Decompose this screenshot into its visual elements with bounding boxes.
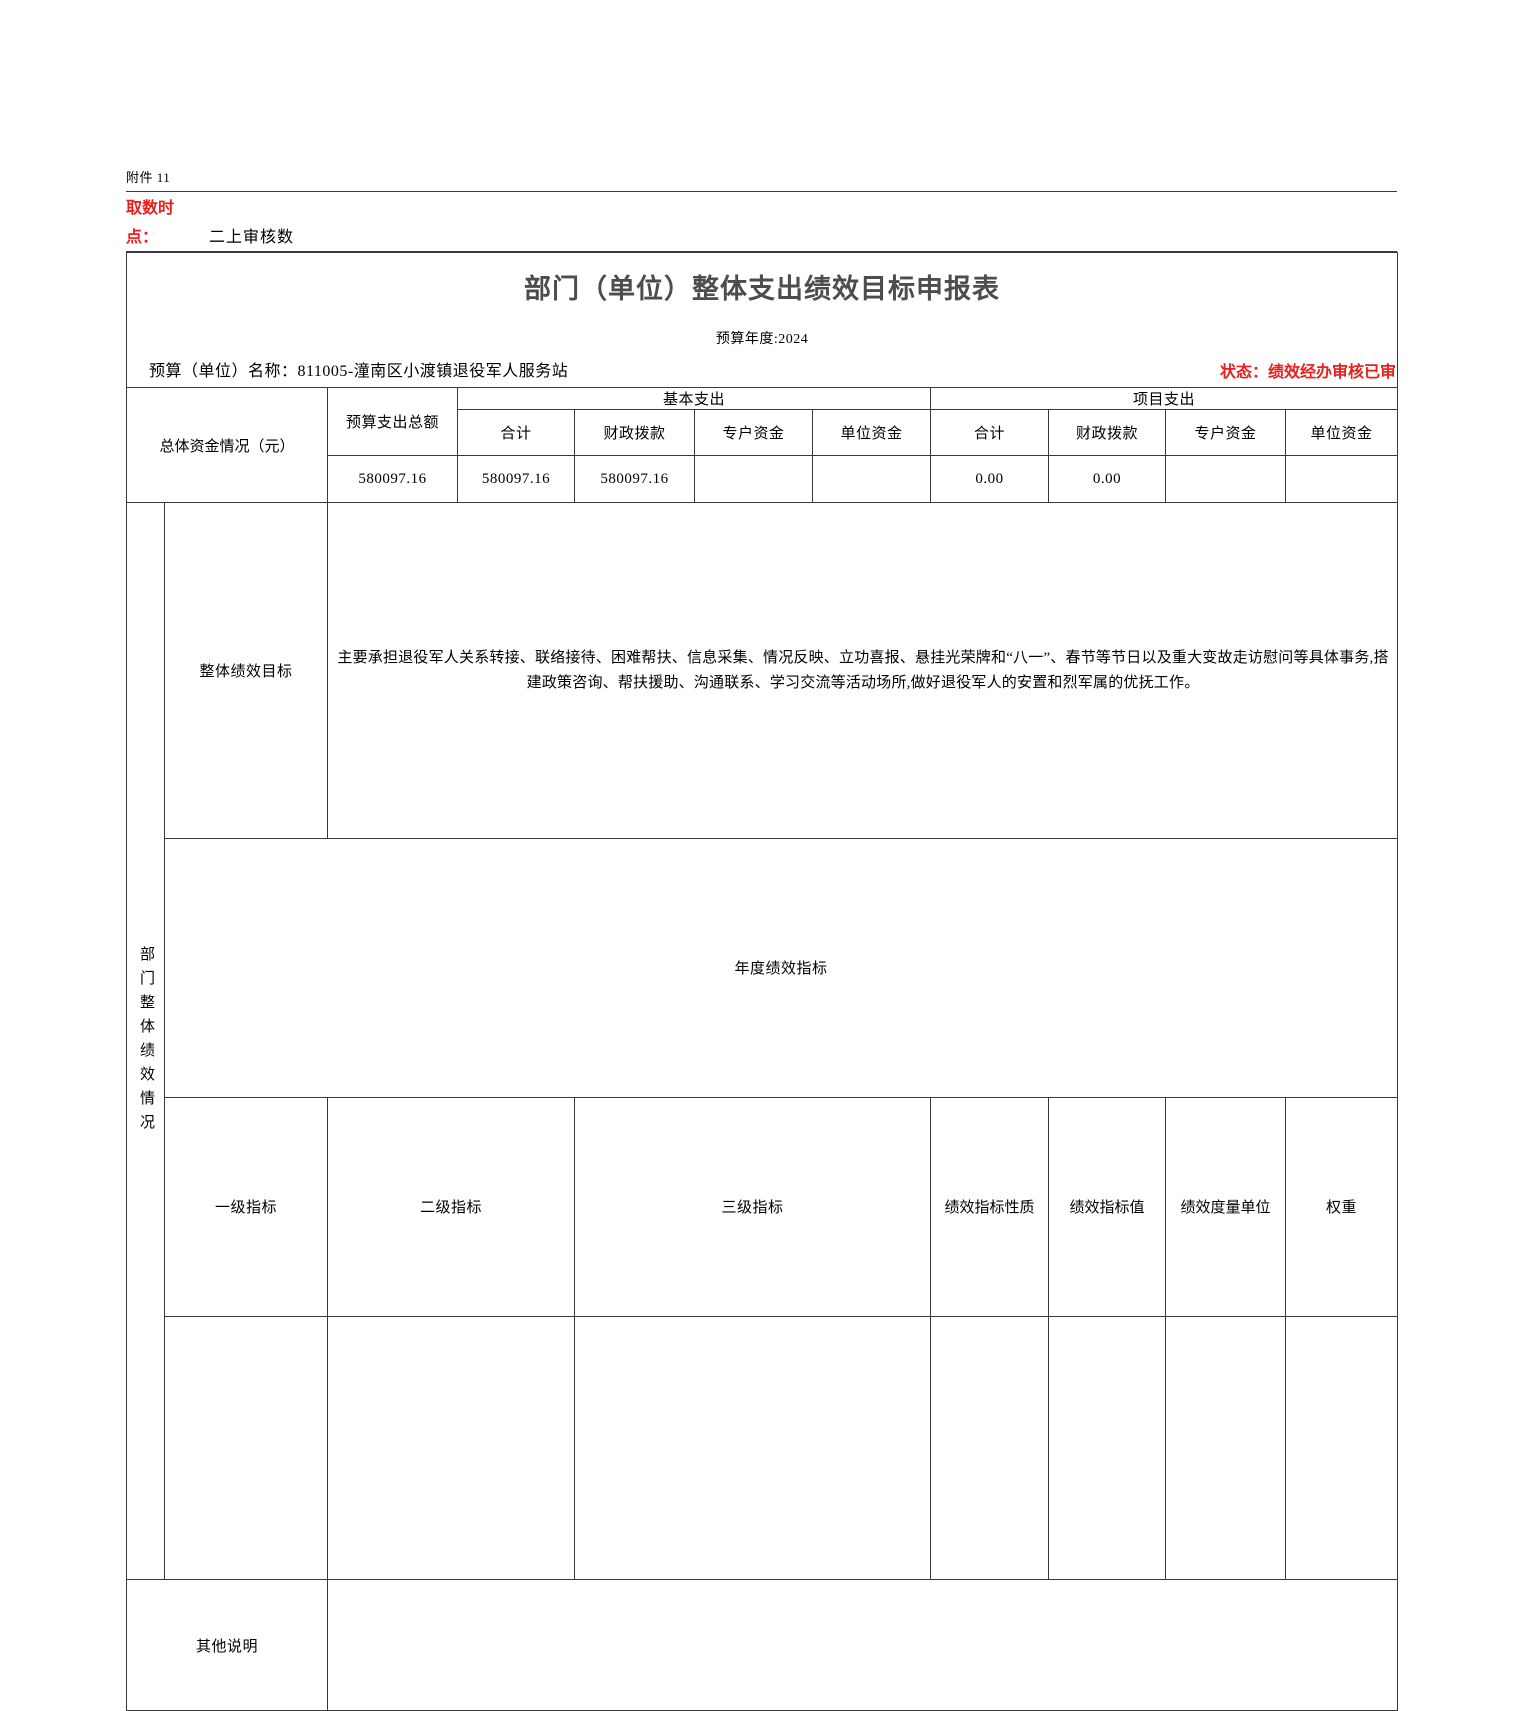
basic-total-value: 580097.16 [458,456,575,503]
unit-name: 预算（单位）名称：811005-潼南区小渡镇退役军人服务站 [149,357,568,381]
funding-group-header-row: 总体资金情况（元） 预算支出总额 基本支出 项目支出 [127,388,1398,410]
subtitle-cell: 预算年度:2024 [127,323,1398,353]
indicator-cell-level1 [165,1316,328,1579]
table-row [127,1316,1398,1579]
indicator-cell-unit [1166,1316,1286,1579]
indicator-col-level2: 二级指标 [328,1097,575,1316]
indicator-cell-value [1049,1316,1166,1579]
sample-time-value: 二上审核数 [209,192,294,252]
other-notes-label: 其他说明 [127,1580,328,1711]
annual-indicator-banner-row: 年度绩效指标 [127,839,1398,1097]
project-fiscal-header: 财政拨款 [1049,410,1166,456]
basic-total-header: 合计 [458,410,575,456]
project-total-header: 合计 [931,410,1049,456]
title-cell: 部门（单位）整体支出绩效目标申报表 [127,253,1398,324]
basic-fiscal-header: 财政拨款 [575,410,695,456]
budget-year: 预算年度:2024 [716,332,808,347]
overall-goal-text: 主要承担退役军人关系转接、联络接待、困难帮扶、信息采集、情况反映、立功喜报、悬挂… [328,503,1398,839]
attachment-label: 附件 11 [126,170,170,185]
indicator-header-row: 一级指标 二级指标 三级指标 绩效指标性质 绩效指标值 绩效度量单位 权重 [127,1097,1398,1316]
project-fiscal-value: 0.00 [1049,456,1166,503]
indicator-col-level3: 三级指标 [575,1097,931,1316]
other-notes-content [328,1580,1398,1711]
project-unit-fund-value [1286,456,1398,503]
indicator-col-unit: 绩效度量单位 [1166,1097,1286,1316]
document-page: 附件 11 取数时点： 二上审核数 部门（单位）整体支出绩效目标申报表 [0,0,1520,1074]
project-total-value: 0.00 [931,456,1049,503]
title-row: 部门（单位）整体支出绩效目标申报表 [127,253,1398,324]
performance-section-label: 部门整体绩效情况 [127,503,165,1580]
annual-indicators-label: 年度绩效指标 [165,839,1398,1097]
indicator-col-nature: 绩效指标性质 [931,1097,1049,1316]
total-expenditure-header: 预算支出总额 [328,388,458,456]
sample-time-label: 取数时点： [126,192,182,252]
overall-goal-label: 整体绩效目标 [165,503,328,839]
project-expenditure-group-header: 项目支出 [931,388,1398,410]
attachment-header-row: 附件 11 [126,168,1397,192]
indicator-cell-level2 [328,1316,575,1579]
indicator-cell-nature [931,1316,1049,1579]
project-special-account-value [1166,456,1286,503]
unit-info-row: 预算（单位）名称：811005-潼南区小渡镇退役军人服务站 状态：绩效经办审核已… [127,353,1398,388]
page-title: 部门（单位）整体支出绩效目标申报表 [524,274,1000,305]
status-badge: 状态：绩效经办审核已审 [1220,358,1396,382]
basic-special-account-header: 专户资金 [695,410,813,456]
basic-expenditure-group-header: 基本支出 [458,388,931,410]
indicator-cell-weight [1286,1316,1398,1579]
total-expenditure-value: 580097.16 [328,456,458,503]
indicator-col-weight: 权重 [1286,1097,1398,1316]
unit-info-cell: 预算（单位）名称：811005-潼南区小渡镇退役军人服务站 状态：绩效经办审核已… [127,353,1398,388]
indicator-cell-level3 [575,1316,931,1579]
basic-fiscal-value: 580097.16 [575,456,695,503]
basic-unit-fund-header: 单位资金 [813,410,931,456]
basic-special-account-value [695,456,813,503]
project-unit-fund-header: 单位资金 [1286,410,1398,456]
indicator-col-level1: 一级指标 [165,1097,328,1316]
overall-goal-row: 部门整体绩效情况 整体绩效目标 主要承担退役军人关系转接、联络接待、困难帮扶、信… [127,503,1398,839]
other-notes-row: 其他说明 [127,1580,1398,1711]
basic-unit-fund-value [813,456,931,503]
performance-declaration-table: 部门（单位）整体支出绩效目标申报表 预算年度:2024 预算（单位）名称：811… [126,252,1398,1711]
indicator-col-value: 绩效指标值 [1049,1097,1166,1316]
subtitle-row: 预算年度:2024 [127,323,1398,353]
sample-time-row: 取数时点： 二上审核数 [126,192,1397,252]
performance-section-label-text: 部门整体绩效情况 [127,503,165,1579]
project-special-account-header: 专户资金 [1166,410,1286,456]
funding-section-label: 总体资金情况（元） [127,388,328,503]
